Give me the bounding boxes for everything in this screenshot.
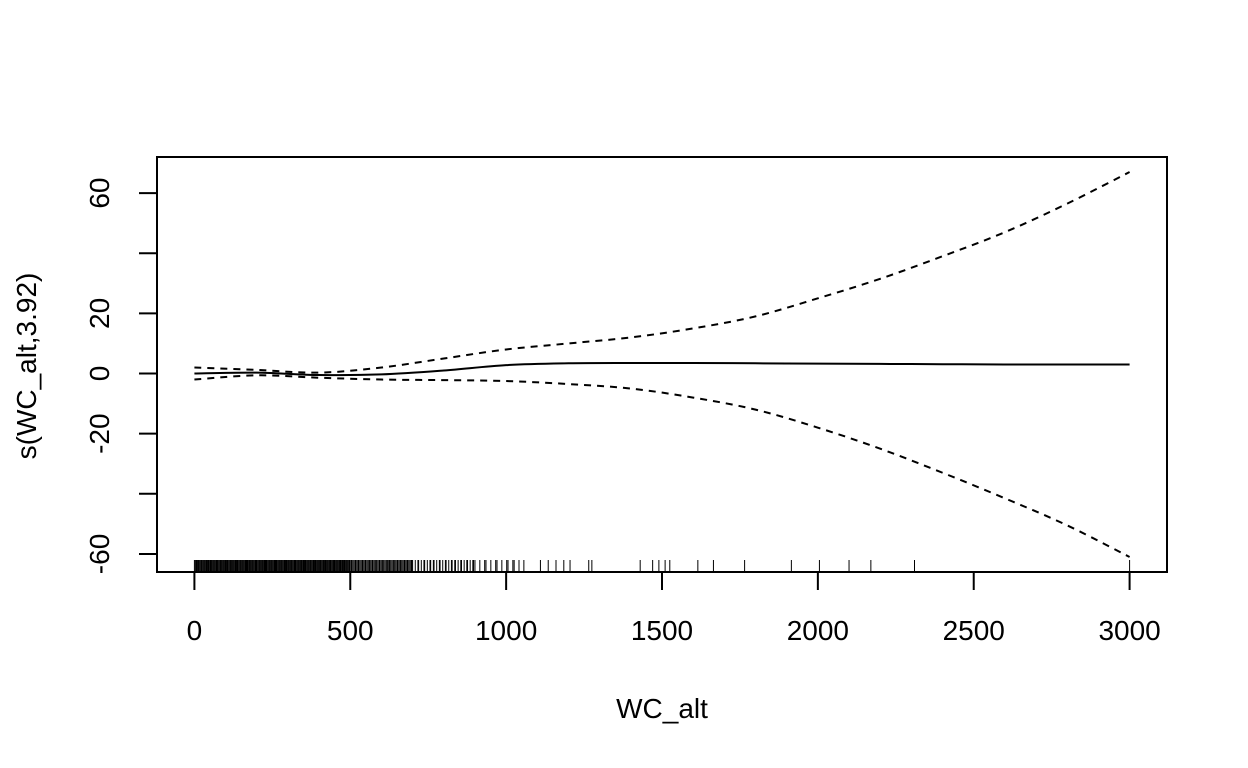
y-tick-label: 20	[84, 298, 115, 329]
x-tick-label: 0	[187, 615, 203, 646]
x-axis: 0 500 1000 1500 2000 2500 3000	[187, 571, 1161, 646]
y-tick-label: 60	[84, 178, 115, 209]
y-axis: -60 -20 0 20 60	[84, 178, 158, 574]
series-lines	[194, 171, 1131, 558]
y-tick-label: -20	[84, 413, 115, 453]
x-tick-label: 1500	[631, 615, 693, 646]
smooth-fit-line	[194, 361, 1130, 377]
rug-marks	[193, 560, 1131, 572]
y-axis-title: s(WC_alt,3.92)	[11, 273, 42, 460]
y-tick-label: -60	[84, 534, 115, 574]
x-axis-title: WC_alt	[616, 693, 708, 724]
x-tick-label: 1000	[475, 615, 537, 646]
x-tick-label: 2000	[787, 615, 849, 646]
x-tick-label: 500	[327, 615, 374, 646]
y-tick-label: 0	[84, 366, 115, 382]
x-tick-label: 3000	[1098, 615, 1160, 646]
upper-ci-line	[194, 171, 1131, 374]
x-tick-label: 2500	[943, 615, 1005, 646]
lower-ci-line	[194, 374, 1131, 558]
plot-frame	[156, 156, 1168, 573]
